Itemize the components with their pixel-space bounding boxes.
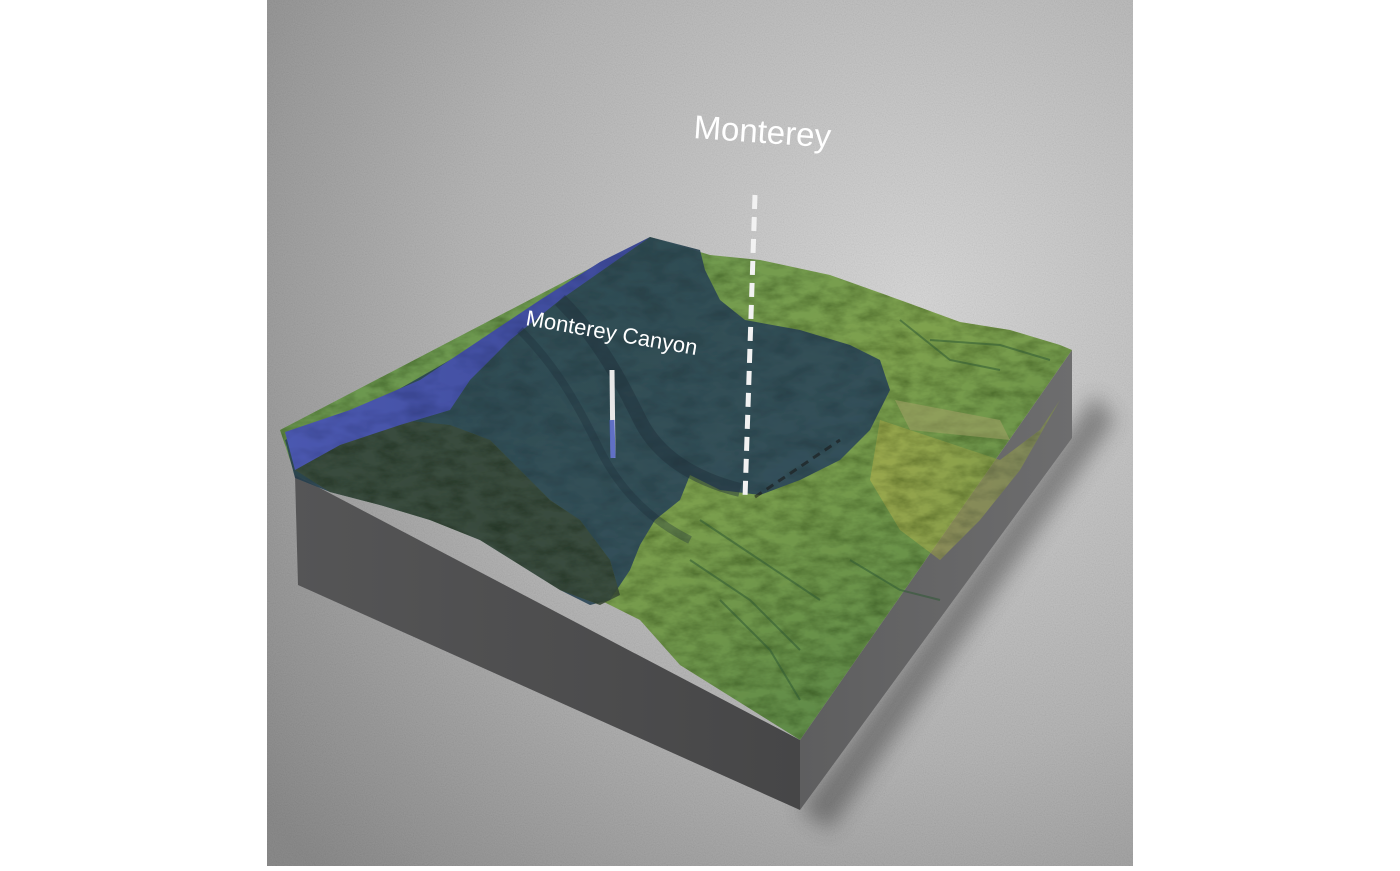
terrain-ridges [689,319,1051,701]
terrain-valley [870,400,1060,560]
canyon-marker [609,369,616,459]
canyon-shading [555,295,742,497]
deep-water [285,237,650,470]
block-shadow [800,395,1115,830]
block-front-side [295,475,800,810]
terrain-valley-strip [895,400,1010,440]
terrain-peninsula [295,420,620,605]
monterey-marker [742,194,841,499]
